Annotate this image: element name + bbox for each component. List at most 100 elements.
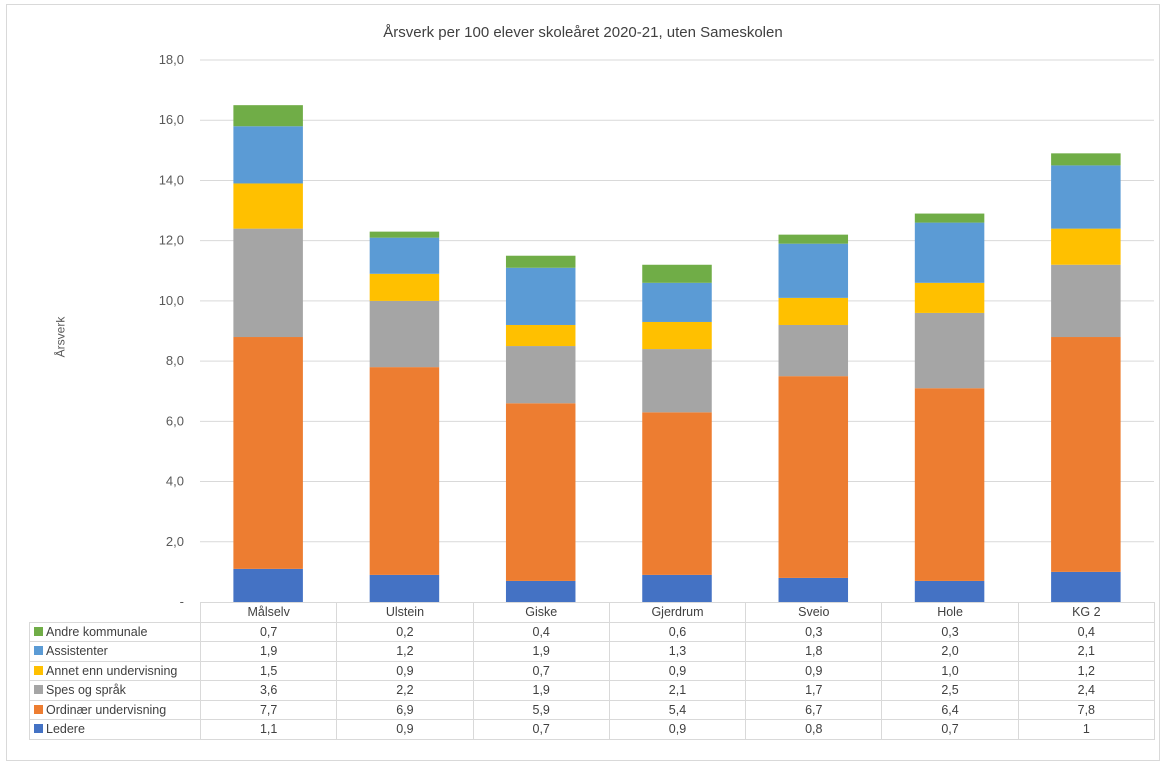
- data-label: 1,0: [881, 660, 1019, 681]
- bar-segment: [642, 574, 712, 602]
- data-label: 0,3: [881, 621, 1019, 642]
- legend-entry: Spes og språk: [29, 680, 201, 701]
- data-label: 0,9: [608, 719, 747, 740]
- y-tick-label: 18,0: [159, 52, 184, 67]
- bar-segment: [1051, 571, 1121, 602]
- bar-segment: [914, 222, 985, 283]
- legend-label: Andre kommunale: [46, 624, 148, 639]
- bar-segment: [233, 126, 303, 184]
- data-label: 2,4: [1017, 680, 1155, 701]
- data-table: Målselv Ulstein Giske Gjerdrum Sveio Hole KG 2…: [29, 602, 1155, 740]
- table-row: Andre kommunale 0,7 0,2 0,4 0,6 0,3 0,3 0,4: [29, 621, 1155, 642]
- x-category-label: Ulstein: [336, 602, 474, 623]
- bar-segment: [369, 231, 440, 238]
- bar-segment: [914, 312, 985, 389]
- x-category-label: Hole: [881, 602, 1019, 623]
- table-corner: [29, 602, 201, 623]
- bar-segment: [1051, 153, 1121, 166]
- bar-segment: [369, 273, 440, 301]
- bar-segment: [778, 234, 849, 244]
- legend-entry: Andre kommunale: [29, 621, 201, 642]
- bar-segment: [914, 580, 985, 602]
- bar-segment: [233, 568, 303, 602]
- bar-segment: [505, 580, 576, 602]
- bar-segment: [369, 367, 440, 575]
- data-label: 0,8: [745, 719, 883, 740]
- bar-segment: [1051, 337, 1121, 572]
- data-label: 5,4: [608, 699, 747, 720]
- y-tick-label: -: [180, 594, 184, 609]
- x-category-label: Sveio: [745, 602, 883, 623]
- data-label: 1,8: [745, 641, 883, 662]
- bar-segment: [505, 403, 576, 581]
- plot-area: - 2,0 4,0 6,0 8,0 10,0 12,0 14,0 16,0 18,0: [159, 52, 1154, 609]
- bar-segment: [778, 376, 849, 578]
- data-label: 6,7: [745, 699, 883, 720]
- table-row: Ledere 1,1 0,9 0,7 0,9 0,8 0,7 1: [29, 719, 1155, 740]
- legend-label: Ledere: [46, 722, 85, 737]
- y-tick-label: 6,0: [166, 413, 184, 428]
- bar-segment: [233, 337, 303, 569]
- data-label: 1,5: [199, 660, 338, 681]
- data-label: 0,4: [472, 621, 610, 642]
- y-tick-label: 8,0: [166, 353, 184, 368]
- data-label: 2,5: [881, 680, 1019, 701]
- data-label: 7,7: [199, 699, 338, 720]
- legend-label: Spes og språk: [46, 683, 126, 698]
- bar-segment: [369, 300, 440, 368]
- data-label: 6,4: [881, 699, 1019, 720]
- data-label: 1,7: [745, 680, 883, 701]
- data-label: 0,7: [472, 660, 610, 681]
- legend-swatch: [34, 646, 43, 656]
- bar-segment: [914, 213, 985, 223]
- data-label: 0,9: [745, 660, 883, 681]
- data-label: 2,0: [881, 641, 1019, 662]
- chart-title: Årsverk per 100 elever skoleåret 2020-21…: [383, 24, 783, 41]
- data-label: 1,1: [199, 719, 338, 740]
- bar-segment: [778, 243, 849, 298]
- data-label: 3,6: [199, 680, 338, 701]
- bar-segment: [914, 282, 985, 313]
- data-label: 2,1: [608, 680, 747, 701]
- data-label: 1,9: [472, 641, 610, 662]
- data-label: 0,7: [881, 719, 1019, 740]
- bar-segment: [505, 346, 576, 404]
- legend-swatch: [34, 665, 43, 675]
- bar-segment: [1051, 228, 1121, 265]
- legend-label: Annet enn undervisning: [46, 663, 178, 678]
- data-label: 1: [1017, 719, 1155, 740]
- bar-segment: [778, 324, 849, 377]
- bar-segment: [642, 412, 712, 575]
- y-tick-label: 10,0: [159, 293, 184, 308]
- bar-segment: [914, 388, 985, 581]
- data-label: 2,2: [336, 680, 474, 701]
- legend-entry: Ordinær undervisning: [29, 699, 201, 720]
- bar-segment: [642, 321, 712, 350]
- bar-segment: [233, 228, 303, 338]
- data-label: 6,9: [336, 699, 474, 720]
- bar-segment: [505, 324, 576, 347]
- legend-label: Assistenter: [46, 644, 108, 659]
- data-label: 0,4: [1017, 621, 1155, 642]
- x-category-label: Gjerdrum: [608, 602, 747, 623]
- data-label: 2,1: [1017, 641, 1155, 662]
- y-tick-label: 2,0: [166, 534, 184, 549]
- data-label: 0,2: [336, 621, 474, 642]
- table-row: Spes og språk 3,6 2,2 1,9 2,1 1,7 2,5 2,4: [29, 680, 1155, 701]
- table-row: Assistenter 1,9 1,2 1,9 1,3 1,8 2,0 2,1: [29, 641, 1155, 662]
- bar-segment: [505, 255, 576, 268]
- bar-segment: [1051, 264, 1121, 338]
- bar-segment: [369, 237, 440, 274]
- bar-segment: [233, 183, 303, 229]
- data-label: 0,7: [199, 621, 338, 642]
- data-label: 0,9: [336, 719, 474, 740]
- x-category-label: KG 2: [1017, 602, 1155, 623]
- legend-label: Ordinær undervisning: [46, 702, 167, 717]
- y-tick-label: 16,0: [159, 112, 184, 127]
- legend-entry: Assistenter: [29, 641, 201, 662]
- legend-swatch: [34, 626, 43, 636]
- data-label: 5,9: [472, 699, 610, 720]
- data-label: 1,2: [1017, 660, 1155, 681]
- legend-entry: Annet enn undervisning: [29, 660, 201, 681]
- y-tick-label: 14,0: [159, 172, 184, 187]
